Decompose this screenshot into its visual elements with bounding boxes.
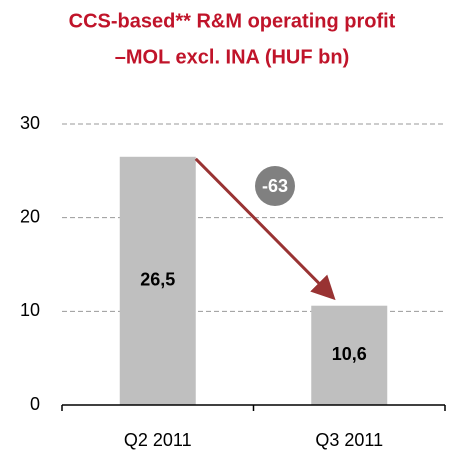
x-tick-label: Q2 2011 [124, 430, 192, 450]
y-tick-label: 30 [20, 113, 40, 133]
chart-title: –MOL excl. INA (HUF bn) [115, 46, 349, 68]
change-arrow [194, 157, 336, 301]
bar [119, 156, 196, 405]
annotation-badge [255, 166, 295, 206]
y-tick-label: 0 [30, 394, 40, 414]
chart-title: CCS-based** R&M operating profit [69, 10, 396, 32]
y-tick-label: 20 [20, 206, 40, 226]
value-label: 10,6 [332, 344, 367, 364]
annotation: -63 [262, 176, 288, 196]
bar [311, 305, 388, 405]
x-tick-label: Q3 2011 [315, 430, 383, 450]
value-label: 26,5 [140, 270, 175, 290]
y-tick-label: 10 [20, 300, 40, 320]
